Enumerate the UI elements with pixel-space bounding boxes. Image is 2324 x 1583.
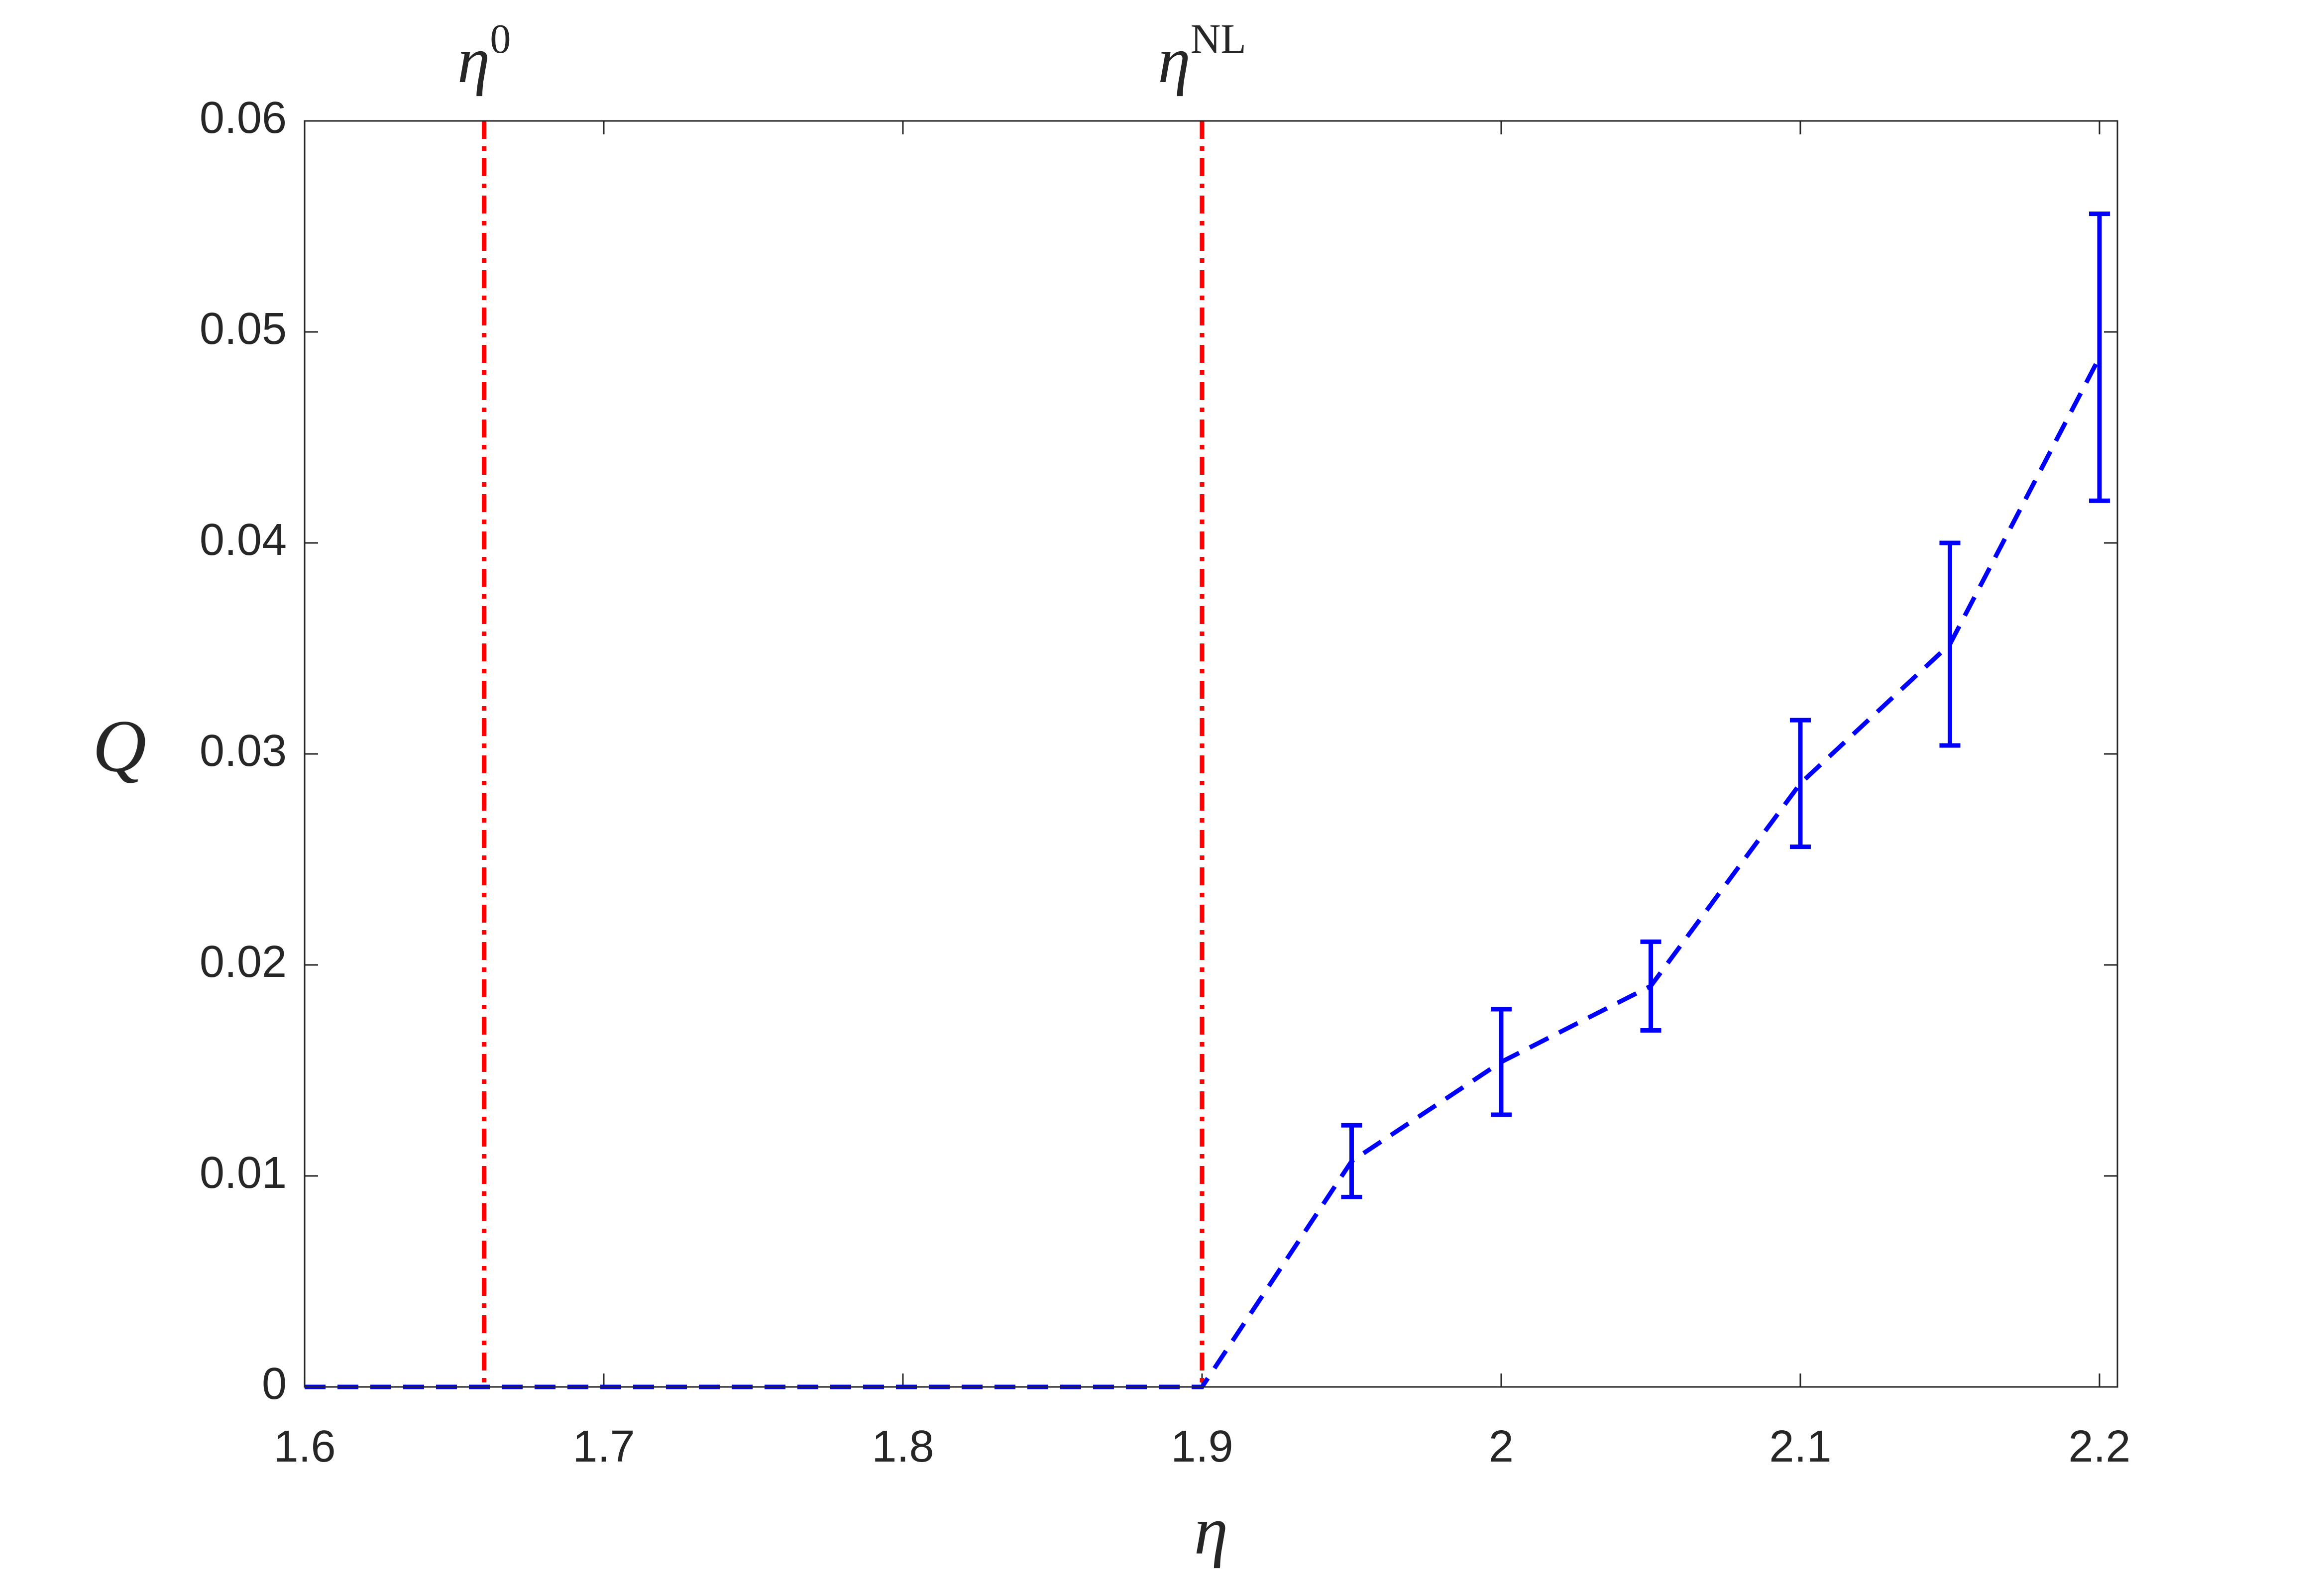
reference-label: ηNL [1158, 16, 1246, 97]
reference-label: η0 [457, 16, 511, 97]
error-bar [2089, 211, 2110, 503]
y-tick-label: 0.05 [200, 304, 287, 354]
x-tick-label: 1.8 [872, 1422, 934, 1472]
x-tick-label: 1.9 [1171, 1422, 1233, 1472]
y-axis-label: Q [93, 705, 146, 787]
reference-label-symbol: η [1158, 23, 1190, 97]
y-tick-label: 0.01 [200, 1148, 287, 1198]
x-axis-label: η [1194, 1492, 1228, 1569]
data-line [305, 356, 2102, 1389]
error-bar [1640, 939, 1661, 1033]
plot-area [305, 121, 2118, 1387]
error-bar [1939, 540, 1961, 748]
x-tick-label: 1.7 [572, 1422, 635, 1472]
y-tick-label: 0.06 [200, 93, 287, 143]
y-tick-label: 0.03 [200, 726, 287, 776]
reference-label-sup: 0 [490, 16, 511, 62]
x-tick-label: 2.2 [2068, 1422, 2130, 1472]
reference-label-sup: NL [1191, 16, 1246, 62]
y-tick-label: 0.02 [200, 937, 287, 987]
error-bar [1789, 718, 1811, 849]
reference-label-symbol: η [457, 23, 490, 97]
x-tick-label: 2.1 [1769, 1422, 1831, 1472]
x-tick-label: 1.6 [273, 1422, 335, 1472]
y-tick-label: 0.04 [200, 515, 287, 565]
error-bar [1341, 1123, 1362, 1199]
axes-box [304, 120, 2118, 1388]
error-bar [1490, 1007, 1512, 1117]
x-tick-label: 2 [1489, 1422, 1514, 1472]
y-tick-label: 0 [262, 1359, 287, 1409]
